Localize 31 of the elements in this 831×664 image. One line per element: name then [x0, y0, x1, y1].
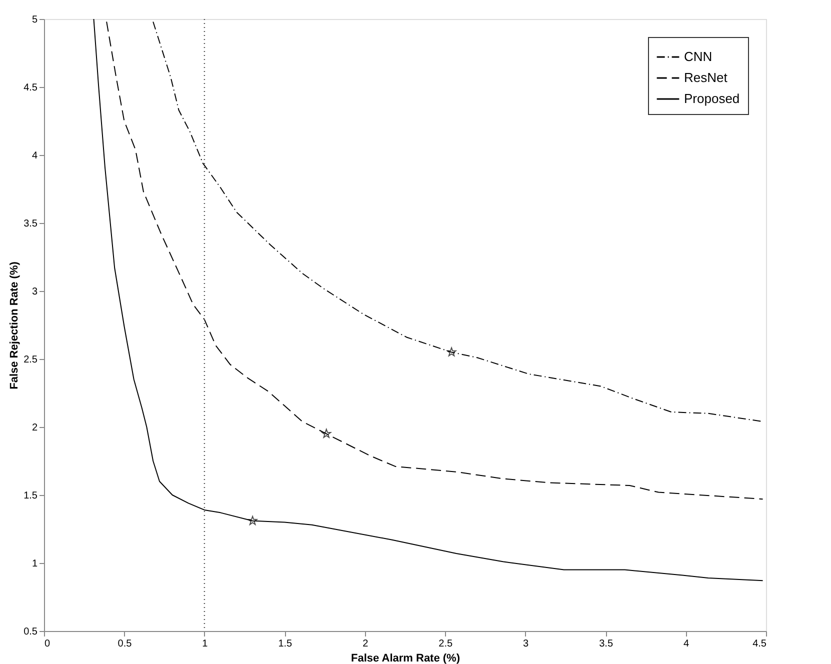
y-tick-label: 1.5 [24, 490, 38, 502]
x-tick-label: 1 [202, 638, 208, 650]
legend-label: CNN [684, 49, 712, 64]
x-tick-label: 3.5 [599, 638, 614, 650]
x-tick-label: 2.5 [438, 638, 453, 650]
x-tick-label: 2 [362, 638, 369, 650]
y-tick-label: 4 [32, 150, 38, 162]
y-tick-label: 4.5 [24, 82, 38, 94]
line-series [152, 21, 764, 422]
x-tick-label: 4.5 [752, 638, 767, 650]
y-axis-title: False Rejection Rate (%) [8, 261, 21, 390]
y-tick-label: 3.5 [24, 218, 38, 230]
x-tick-label: 1.5 [278, 638, 293, 650]
y-tick-label: 0.5 [24, 626, 38, 638]
x-tick-label: 4 [683, 638, 690, 650]
x-axis-title: False Alarm Rate (%) [350, 652, 460, 664]
x-tick-label: 0 [44, 638, 50, 650]
y-tick-label: 2.5 [24, 354, 38, 366]
y-tick-label: 1 [32, 558, 38, 570]
point [248, 516, 258, 525]
y-tick-label: 2 [32, 422, 38, 434]
y-tick-label: 5 [32, 14, 38, 26]
legend-label: ResNet [684, 70, 728, 85]
legend-label: Proposed [684, 91, 740, 106]
x-tick-label: 0.5 [118, 638, 132, 650]
point [322, 428, 332, 438]
x-tick-label: 3 [523, 638, 530, 650]
point [446, 347, 456, 356]
y-tick-label: 3 [32, 286, 38, 298]
line-series [106, 21, 764, 500]
line-series [93, 19, 764, 582]
